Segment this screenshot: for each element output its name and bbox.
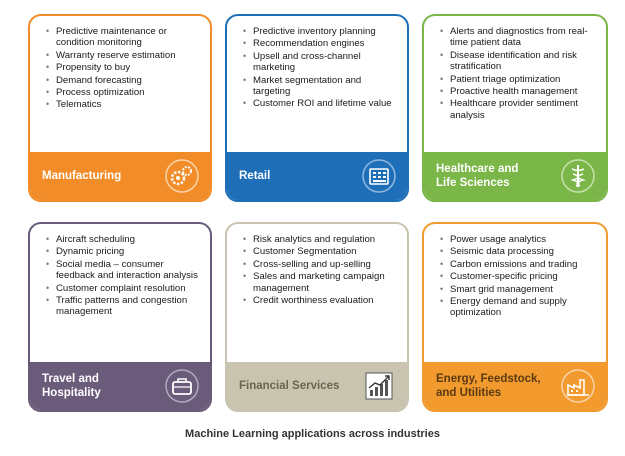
gears-icon [165,159,199,193]
cash-register-icon [362,159,396,193]
energy-title-line1: Energy, Feedstock, [436,373,541,385]
figure-caption: Machine Learning applications across ind… [185,428,440,440]
card-travel: Aircraft scheduling Dynamic pricing Soci… [28,222,212,412]
card-healthcare: Alerts and diagnostics from real-time pa… [422,14,608,202]
energy-title-line2: and Utilities [436,387,502,399]
travel-banner: Travel and Hospitality [30,362,210,410]
list-item: Alerts and diagnostics from real-time pa… [440,26,600,49]
financial-list: Risk analytics and regulation Customer S… [227,224,407,307]
list-item: Demand forecasting [46,75,204,87]
list-item: Social media – consumer feedback and int… [46,259,204,282]
healthcare-title-line1: Healthcare and [436,163,519,175]
list-item: Traffic patterns and congestion manageme… [46,295,204,318]
factory-icon [561,369,595,403]
list-item: Energy demand and supply optimization [440,296,600,319]
list-item: Cross-selling and up-selling [243,259,401,271]
list-item: Disease identification and risk stratifi… [440,50,600,73]
healthcare-list: Alerts and diagnostics from real-time pa… [424,16,606,121]
retail-title: Retail [239,170,271,182]
card-retail: Predictive inventory planning Recommenda… [225,14,409,202]
financial-banner: Financial Services [227,362,407,410]
list-item: Dynamic pricing [46,246,204,258]
list-item: Credit worthiness evaluation [243,295,401,307]
manufacturing-title: Manufacturing [42,170,122,182]
list-item: Upsell and cross-channel marketing [243,51,401,74]
travel-title-line2: Hospitality [42,387,101,399]
list-item: Risk analytics and regulation [243,234,401,246]
list-item: Carbon emissions and trading [440,259,600,271]
list-item: Telematics [46,99,204,111]
healthcare-banner: Healthcare and Life Sciences [424,152,606,200]
list-item: Patient triage optimization [440,74,600,86]
list-item: Proactive health management [440,86,600,98]
list-item: Predictive maintenance or condition moni… [46,26,204,49]
card-financial: Risk analytics and regulation Customer S… [225,222,409,412]
manufacturing-list: Predictive maintenance or condition moni… [30,16,210,111]
retail-list: Predictive inventory planning Recommenda… [227,16,407,110]
growth-chart-icon [365,372,393,400]
travel-title-line1: Travel and [42,373,99,385]
travel-title: Travel and Hospitality [42,372,101,400]
retail-banner: Retail [227,152,407,200]
list-item: Sales and marketing campaign management [243,271,401,294]
energy-title: Energy, Feedstock, and Utilities [436,372,541,400]
card-energy: Power usage analytics Seismic data proce… [422,222,608,412]
list-item: Recommendation engines [243,38,401,50]
healthcare-title-line2: Life Sciences [436,177,510,189]
healthcare-title: Healthcare and Life Sciences [436,162,518,190]
list-item: Customer-specific pricing [440,271,600,283]
list-item: Warranty reserve estimation [46,50,204,62]
list-item: Customer Segmentation [243,246,401,258]
travel-list: Aircraft scheduling Dynamic pricing Soci… [30,224,210,318]
list-item: Process optimization [46,87,204,99]
manufacturing-banner: Manufacturing [30,152,210,200]
list-item: Customer complaint resolution [46,283,204,295]
list-item: Propensity to buy [46,62,204,74]
card-manufacturing: Predictive maintenance or condition moni… [28,14,212,202]
list-item: Power usage analytics [440,234,600,246]
list-item: Seismic data processing [440,246,600,258]
list-item: Smart grid management [440,284,600,296]
list-item: Customer ROI and lifetime value [243,98,401,110]
list-item: Aircraft scheduling [46,234,204,246]
caduceus-icon [561,159,595,193]
list-item: Healthcare provider sentiment analysis [440,98,600,121]
financial-title: Financial Services [239,380,340,392]
energy-banner: Energy, Feedstock, and Utilities [424,362,606,410]
list-item: Market segmentation and targeting [243,75,401,98]
energy-list: Power usage analytics Seismic data proce… [424,224,606,319]
list-item: Predictive inventory planning [243,26,401,38]
briefcase-icon [165,369,199,403]
